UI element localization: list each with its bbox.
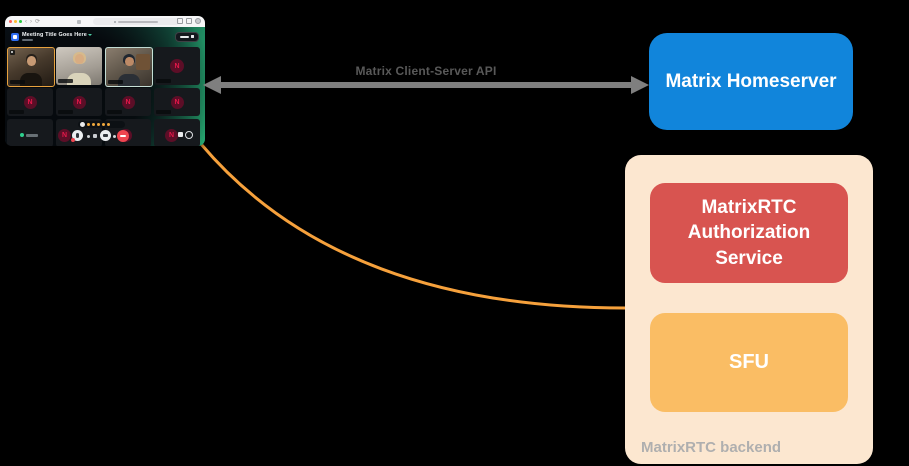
avatar-tile: N	[154, 119, 200, 146]
video-call-screenshot: ‹ › ⟳ Meeting Title Goes Here	[5, 16, 205, 146]
avatar-tile: N	[154, 47, 200, 85]
participant-name-label	[10, 80, 25, 84]
share-icon	[177, 18, 183, 24]
lock-icon	[114, 20, 116, 23]
browser-toolbar: ‹ › ⟳	[5, 16, 205, 28]
sfu-box: SFU	[650, 313, 848, 412]
matrix-homeserver-box: Matrix Homeserver	[649, 33, 853, 130]
window-traffic-lights	[9, 20, 22, 23]
participant-name-label	[9, 110, 24, 114]
arrowhead-right-icon	[631, 76, 649, 94]
profile-avatar-icon	[195, 18, 201, 24]
toolbar-right-icons	[177, 18, 201, 24]
maximize-window-icon	[19, 20, 22, 23]
new-tab-icon	[186, 18, 192, 24]
reactions-bar	[78, 121, 125, 128]
webcam-tile	[56, 47, 102, 85]
webcam-tile	[105, 47, 153, 87]
more-dot-icon	[113, 134, 116, 138]
minimize-window-icon	[14, 20, 17, 23]
meeting-title: Meeting Title Goes Here	[22, 31, 87, 38]
extension-icon	[77, 19, 81, 24]
chevron-down-icon	[88, 33, 93, 36]
authorization-service-box: MatrixRTC Authorization Service	[650, 183, 848, 283]
avatar: N	[58, 129, 71, 142]
participant-name-label	[156, 79, 171, 83]
reload-icon: ⟳	[35, 18, 41, 25]
client-server-api-arrow	[220, 82, 632, 88]
tile-badge-icon	[9, 49, 15, 55]
participant-name-label	[58, 79, 73, 83]
avatar: N	[121, 95, 135, 109]
webcam-tile	[7, 47, 55, 87]
close-window-icon	[9, 20, 12, 23]
browser-address-bar	[93, 18, 179, 25]
avatar: N	[165, 129, 178, 142]
participant-name-label	[108, 80, 123, 84]
arrowhead-left-icon	[203, 76, 221, 94]
avatar: N	[170, 59, 184, 73]
participant-name-label	[26, 133, 38, 137]
presence-dot-icon	[20, 133, 24, 137]
emoji-icon	[80, 122, 85, 127]
avatar-tile: N	[7, 88, 53, 116]
mic-button	[71, 130, 83, 142]
participant-count-text	[22, 39, 33, 42]
avatar-tile: N	[105, 88, 151, 116]
avatar: N	[170, 95, 184, 109]
layout-toggle-icon	[178, 132, 183, 137]
participant-name-label	[58, 110, 73, 114]
more-dot-icon	[87, 134, 90, 138]
avatar-tile: N	[154, 88, 200, 116]
video-tile-grid: N N N N N	[5, 27, 205, 146]
back-icon: ‹	[25, 18, 27, 25]
screenshare-icon	[93, 134, 97, 138]
backend-caption: MatrixRTC backend	[641, 439, 782, 456]
participant-name-label	[107, 110, 122, 114]
participant-name-label	[156, 110, 171, 114]
invite-button	[175, 31, 199, 42]
api-arrow-label: Matrix Client-Server API	[355, 64, 497, 78]
address-text	[118, 20, 158, 23]
avatar-tile	[7, 119, 53, 146]
meeting-title-block: Meeting Title Goes Here	[22, 31, 93, 42]
settings-icon	[185, 130, 193, 139]
camera-button	[100, 130, 111, 141]
avatar-tile: N	[56, 88, 102, 116]
matrixrtc-backend-container: MatrixRTC Authorization Service SFU Matr…	[625, 155, 873, 464]
call-header: Meeting Title Goes Here	[5, 27, 205, 46]
app-logo-icon	[11, 32, 19, 41]
hangup-button	[117, 129, 129, 142]
avatar: N	[23, 95, 37, 109]
mic-muted-badge	[71, 138, 75, 142]
call-app-view: Meeting Title Goes Here	[5, 27, 205, 146]
avatar: N	[72, 95, 86, 109]
forward-icon: ›	[30, 18, 32, 25]
